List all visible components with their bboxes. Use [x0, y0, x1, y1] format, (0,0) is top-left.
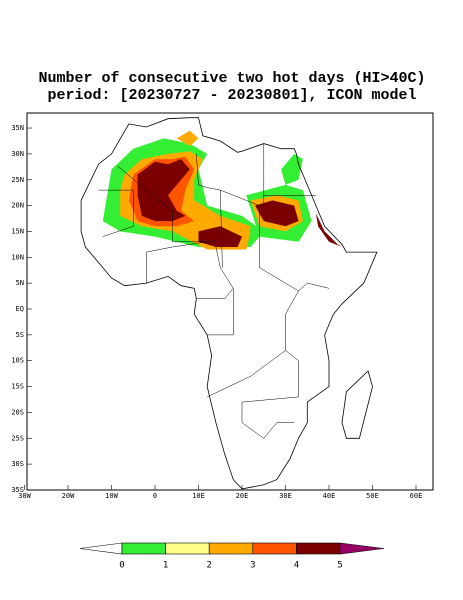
colorbar-bin: [165, 542, 210, 555]
map-frame: [26, 112, 434, 491]
colorbar-label: 4: [294, 561, 299, 571]
coastline: [80, 117, 378, 490]
colorbar-bin: [252, 542, 297, 555]
lon-tick-label: 0: [153, 492, 157, 500]
lon-tick-label: 40E: [323, 492, 336, 500]
border: [117, 165, 173, 212]
lat-tick-label: 25N: [11, 176, 24, 184]
colorbar-low: [79, 542, 123, 555]
border: [207, 288, 234, 336]
border: [196, 246, 234, 299]
colorbar-label: 3: [250, 561, 255, 571]
lat-tick-label: 15N: [11, 227, 24, 235]
border: [98, 189, 134, 227]
lon-tick-label: 50E: [366, 492, 379, 500]
border: [259, 267, 330, 292]
hot-region: [255, 200, 299, 227]
lon-tick-label: 30W: [18, 492, 31, 500]
colorbar-label: 1: [163, 561, 168, 571]
hot-region: [315, 213, 342, 247]
lon-tick-label: 10W: [105, 492, 118, 500]
title: Number of consecutive two hot days (HI>4…: [38, 70, 425, 87]
lon-tick-label: 30E: [279, 492, 292, 500]
colorbar-label: 2: [206, 561, 211, 571]
colorbar-label: 0: [119, 561, 124, 571]
coastline: [341, 370, 373, 439]
colorbar-bin: [121, 542, 166, 555]
border: [172, 210, 216, 243]
colorbar-bin: [208, 542, 254, 555]
lat-tick-label: 20N: [11, 202, 24, 210]
map: [80, 117, 378, 490]
lon-tick-label: 20W: [62, 492, 75, 500]
border: [220, 190, 223, 268]
lat-tick-label: 5N: [16, 279, 24, 287]
lon-tick-label: 60E: [410, 492, 423, 500]
lat-tick-label: EQ: [16, 305, 24, 313]
lat-tick-label: 35S: [11, 486, 24, 494]
lon-tick-label: 20E: [236, 492, 249, 500]
border: [207, 290, 299, 398]
lon-tick-label: 10E: [192, 492, 205, 500]
lat-tick-label: 20S: [11, 408, 24, 416]
hot-region: [281, 153, 303, 185]
hot-region: [176, 130, 199, 147]
lat-tick-label: 30N: [11, 150, 24, 158]
border: [102, 226, 134, 237]
colorbar-bin: [296, 542, 341, 555]
border: [241, 350, 299, 439]
border: [146, 241, 208, 284]
border: [259, 143, 265, 206]
lat-tick-label: 35N: [11, 124, 24, 132]
lat-tick-label: 15S: [11, 383, 24, 391]
lat-tick-label: 10N: [11, 253, 24, 261]
subtitle: period: [20230727 - 20230801], ICON mode…: [47, 87, 416, 104]
colorbar: 0 1 2 3 4 5: [79, 542, 385, 571]
colorbar-label: 5: [337, 561, 342, 571]
lat-tick-label: 10S: [11, 357, 24, 365]
border: [196, 153, 221, 191]
lat-tick-label: 5S: [16, 331, 24, 339]
lat-tick-label: 30S: [11, 460, 24, 468]
hot-region: [137, 159, 190, 222]
lat-tick-label: 25S: [11, 434, 24, 442]
colorbar-high: [339, 542, 385, 555]
